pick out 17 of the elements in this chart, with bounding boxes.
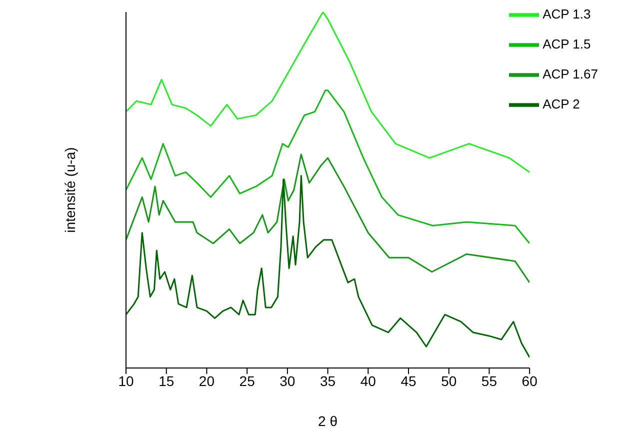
x-tick-label: 40 [360, 372, 376, 389]
x-tick-label: 45 [400, 372, 416, 389]
x-axis-title: 2 θ [318, 413, 338, 429]
legend-label: ACP 1.67 [542, 66, 598, 82]
x-tick-label: 25 [239, 372, 256, 389]
legend-label: ACP 1.3 [542, 6, 591, 22]
legend-label: ACP 2 [542, 96, 580, 112]
x-tick-label: 50 [441, 372, 457, 389]
x-tick-label: 35 [320, 372, 336, 389]
x-tick-label: 60 [522, 372, 538, 389]
x-tick-label: 15 [158, 372, 174, 389]
legend-label: ACP 1.5 [542, 36, 591, 52]
y-axis-title: intensité (u-a) [62, 147, 78, 233]
x-tick-label: 10 [118, 372, 134, 389]
x-tick-label: 55 [481, 372, 498, 389]
x-tick-label: 30 [280, 372, 296, 389]
x-tick-label: 20 [198, 372, 215, 389]
